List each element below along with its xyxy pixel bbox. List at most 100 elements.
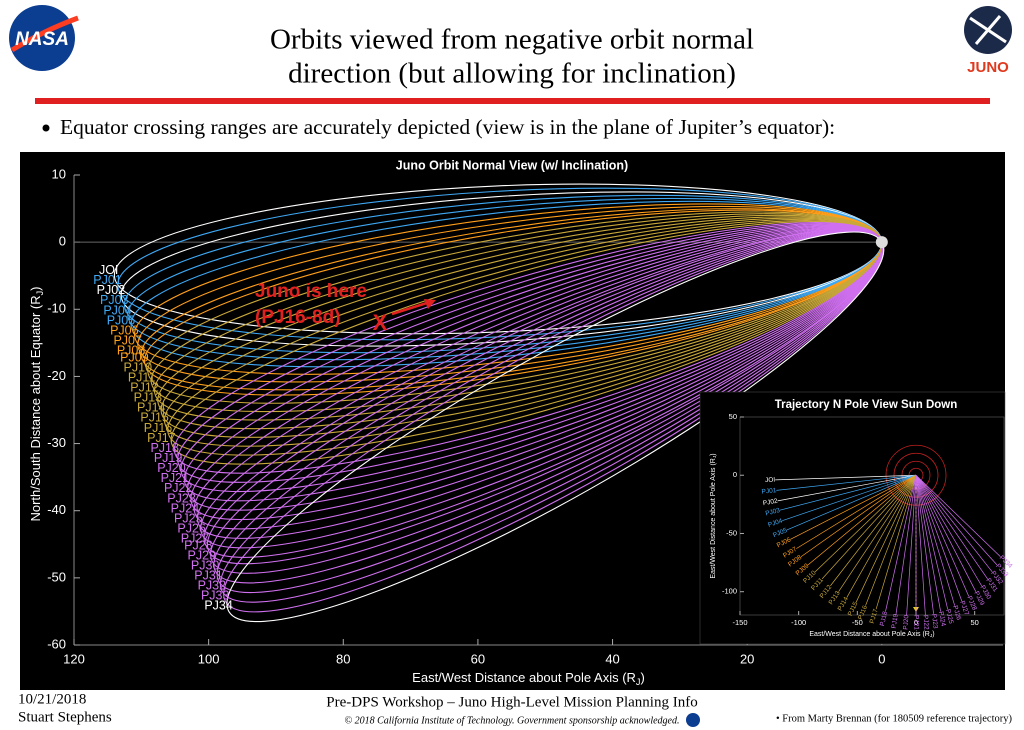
x-tick-label: -150 bbox=[732, 618, 747, 627]
trajectory bbox=[838, 475, 917, 592]
orbit-label: PJ26 bbox=[177, 522, 206, 536]
x-tick-label: 0 bbox=[914, 618, 918, 627]
y-axis-label-part: ) bbox=[28, 286, 43, 290]
annotation-arrowhead bbox=[424, 299, 436, 309]
orbit-label: PJ20 bbox=[157, 461, 186, 475]
trajectory-label: PJ18 bbox=[879, 610, 889, 626]
orbit-label: PJ05 bbox=[107, 313, 136, 327]
x-tick-label: -100 bbox=[791, 618, 806, 627]
trajectory bbox=[846, 475, 917, 598]
y-axis-label: East/West Distance about Pole Axis (RJ) bbox=[710, 453, 719, 578]
trajectory-label: PJ04 bbox=[767, 517, 784, 529]
trajectory bbox=[906, 475, 917, 616]
nasa-logo: NASA bbox=[9, 5, 79, 71]
y-tick-label: 0 bbox=[59, 234, 66, 249]
x-axis-label-part: ) bbox=[932, 631, 934, 638]
orbit-label: PJ18 bbox=[150, 441, 179, 455]
orbit-label: PJ30 bbox=[191, 558, 220, 572]
y-tick-label: -10 bbox=[47, 301, 66, 316]
orbit-label: PJ03 bbox=[100, 293, 129, 307]
trajectory bbox=[800, 474, 917, 558]
orbit-label: PJ24 bbox=[171, 501, 200, 515]
source-note: • From Marty Brennan (for 180509 referen… bbox=[776, 713, 1013, 724]
y-axis-label-part: East/West Distance about Pole Axis (R bbox=[710, 458, 717, 578]
trajectory bbox=[776, 474, 917, 491]
date: 10/21/2018 bbox=[18, 691, 86, 707]
trajectory-label: PJ25 bbox=[944, 608, 954, 624]
title-rule bbox=[35, 98, 990, 104]
juno-logo: JUNO bbox=[964, 6, 1012, 76]
x-axis-label-part: J bbox=[636, 677, 641, 687]
orbit-label: PJ33 bbox=[201, 589, 230, 603]
x-axis-label-part: ) bbox=[640, 670, 644, 685]
logo-swoosh bbox=[10, 15, 79, 53]
y-tick-label: -30 bbox=[47, 435, 66, 450]
trajectory bbox=[790, 474, 917, 540]
author: Stuart Stephens bbox=[18, 709, 112, 725]
annotation-text: (PJ16-8d) bbox=[255, 307, 341, 328]
x-axis-label-part: J bbox=[930, 633, 933, 639]
y-axis-label: North/South Distance about Equator (RJ) bbox=[28, 286, 45, 521]
y-tick-label: 0 bbox=[733, 470, 737, 479]
orbit-label: PJ02 bbox=[97, 283, 126, 297]
trajectory-label: PJ24 bbox=[937, 611, 947, 627]
y-tick-label: -100 bbox=[722, 587, 737, 596]
orbit-label: PJ15 bbox=[140, 411, 169, 425]
trajectory bbox=[875, 475, 917, 610]
slide-title: Orbits viewed from negative orbit normal bbox=[270, 24, 754, 56]
x-tick-label: 100 bbox=[198, 651, 220, 666]
orbit-label: PJ25 bbox=[174, 511, 203, 525]
jupiter bbox=[875, 236, 888, 249]
logo-text: NASA bbox=[15, 29, 69, 50]
x-tick-label: 50 bbox=[970, 618, 978, 627]
x-tick-label: 60 bbox=[471, 651, 485, 666]
inset-title: Trajectory N Pole View Sun Down bbox=[775, 399, 958, 411]
orbit-label: PJ32 bbox=[198, 579, 227, 593]
trajectory bbox=[915, 475, 983, 587]
main-chart: Juno Orbit Normal View (w/ Inclination) 1… bbox=[28, 158, 1003, 687]
trajectory bbox=[915, 474, 1001, 558]
trajectory-label: PJ21 bbox=[912, 615, 919, 630]
x-axis-label-part: East/West Distance about Pole Axis (R bbox=[809, 631, 929, 638]
inset-chart: Trajectory N Pole View Sun Down -100 -50 0 5… bbox=[710, 399, 1014, 639]
copyright: © 2018 California Institute of Technolog… bbox=[345, 715, 680, 726]
orbit-label: PJ22 bbox=[164, 481, 193, 495]
trajectory-label: PJ26 bbox=[951, 605, 962, 622]
trajectory bbox=[786, 474, 917, 531]
orbit-label: PJ21 bbox=[161, 471, 190, 485]
orbit-label: PJ34 bbox=[204, 599, 233, 613]
orbit-label: PJ11 bbox=[128, 370, 156, 384]
trajectory bbox=[796, 474, 917, 549]
x-tick-label: 20 bbox=[740, 651, 754, 666]
nasa-mini-logo bbox=[686, 713, 700, 727]
trajectory bbox=[807, 474, 917, 566]
trajectory bbox=[915, 475, 941, 612]
logo-panel bbox=[974, 15, 1002, 45]
x-tick-label: -50 bbox=[852, 618, 863, 627]
orbit-label: JOI bbox=[99, 263, 118, 277]
x-tick-label: 40 bbox=[605, 651, 619, 666]
trajectory-label: PJ01 bbox=[761, 487, 777, 496]
trajectory-label: PJ02 bbox=[762, 498, 778, 508]
chart-title: Juno Orbit Normal View (w/ Inclination) bbox=[396, 158, 628, 172]
orbit-label: PJ08 bbox=[117, 344, 146, 358]
x-tick-label: 120 bbox=[63, 651, 85, 666]
y-axis-label-part: North/South Distance about Equator (R bbox=[28, 295, 43, 521]
trajectory bbox=[895, 475, 917, 614]
trajectory bbox=[865, 475, 917, 606]
trajectory bbox=[830, 475, 917, 587]
y-axis-label-part: J bbox=[35, 291, 45, 296]
trajectory-label: PJ03 bbox=[765, 507, 781, 518]
bullet-text: Equator crossing ranges are accurately d… bbox=[60, 115, 835, 139]
trajectory-label: PJ23 bbox=[930, 613, 939, 629]
x-tick-label: 80 bbox=[336, 651, 350, 666]
y-tick-label: -20 bbox=[47, 368, 66, 383]
trajectory-label: PJ27 bbox=[958, 600, 970, 617]
trajectory bbox=[915, 475, 949, 610]
trajectory bbox=[915, 475, 998, 566]
trajectory bbox=[779, 474, 917, 511]
trajectory bbox=[855, 475, 917, 603]
orbit-label: PJ07 bbox=[113, 334, 142, 348]
x-axis-label: East/West Distance about Pole Axis (RJ) bbox=[809, 631, 934, 640]
